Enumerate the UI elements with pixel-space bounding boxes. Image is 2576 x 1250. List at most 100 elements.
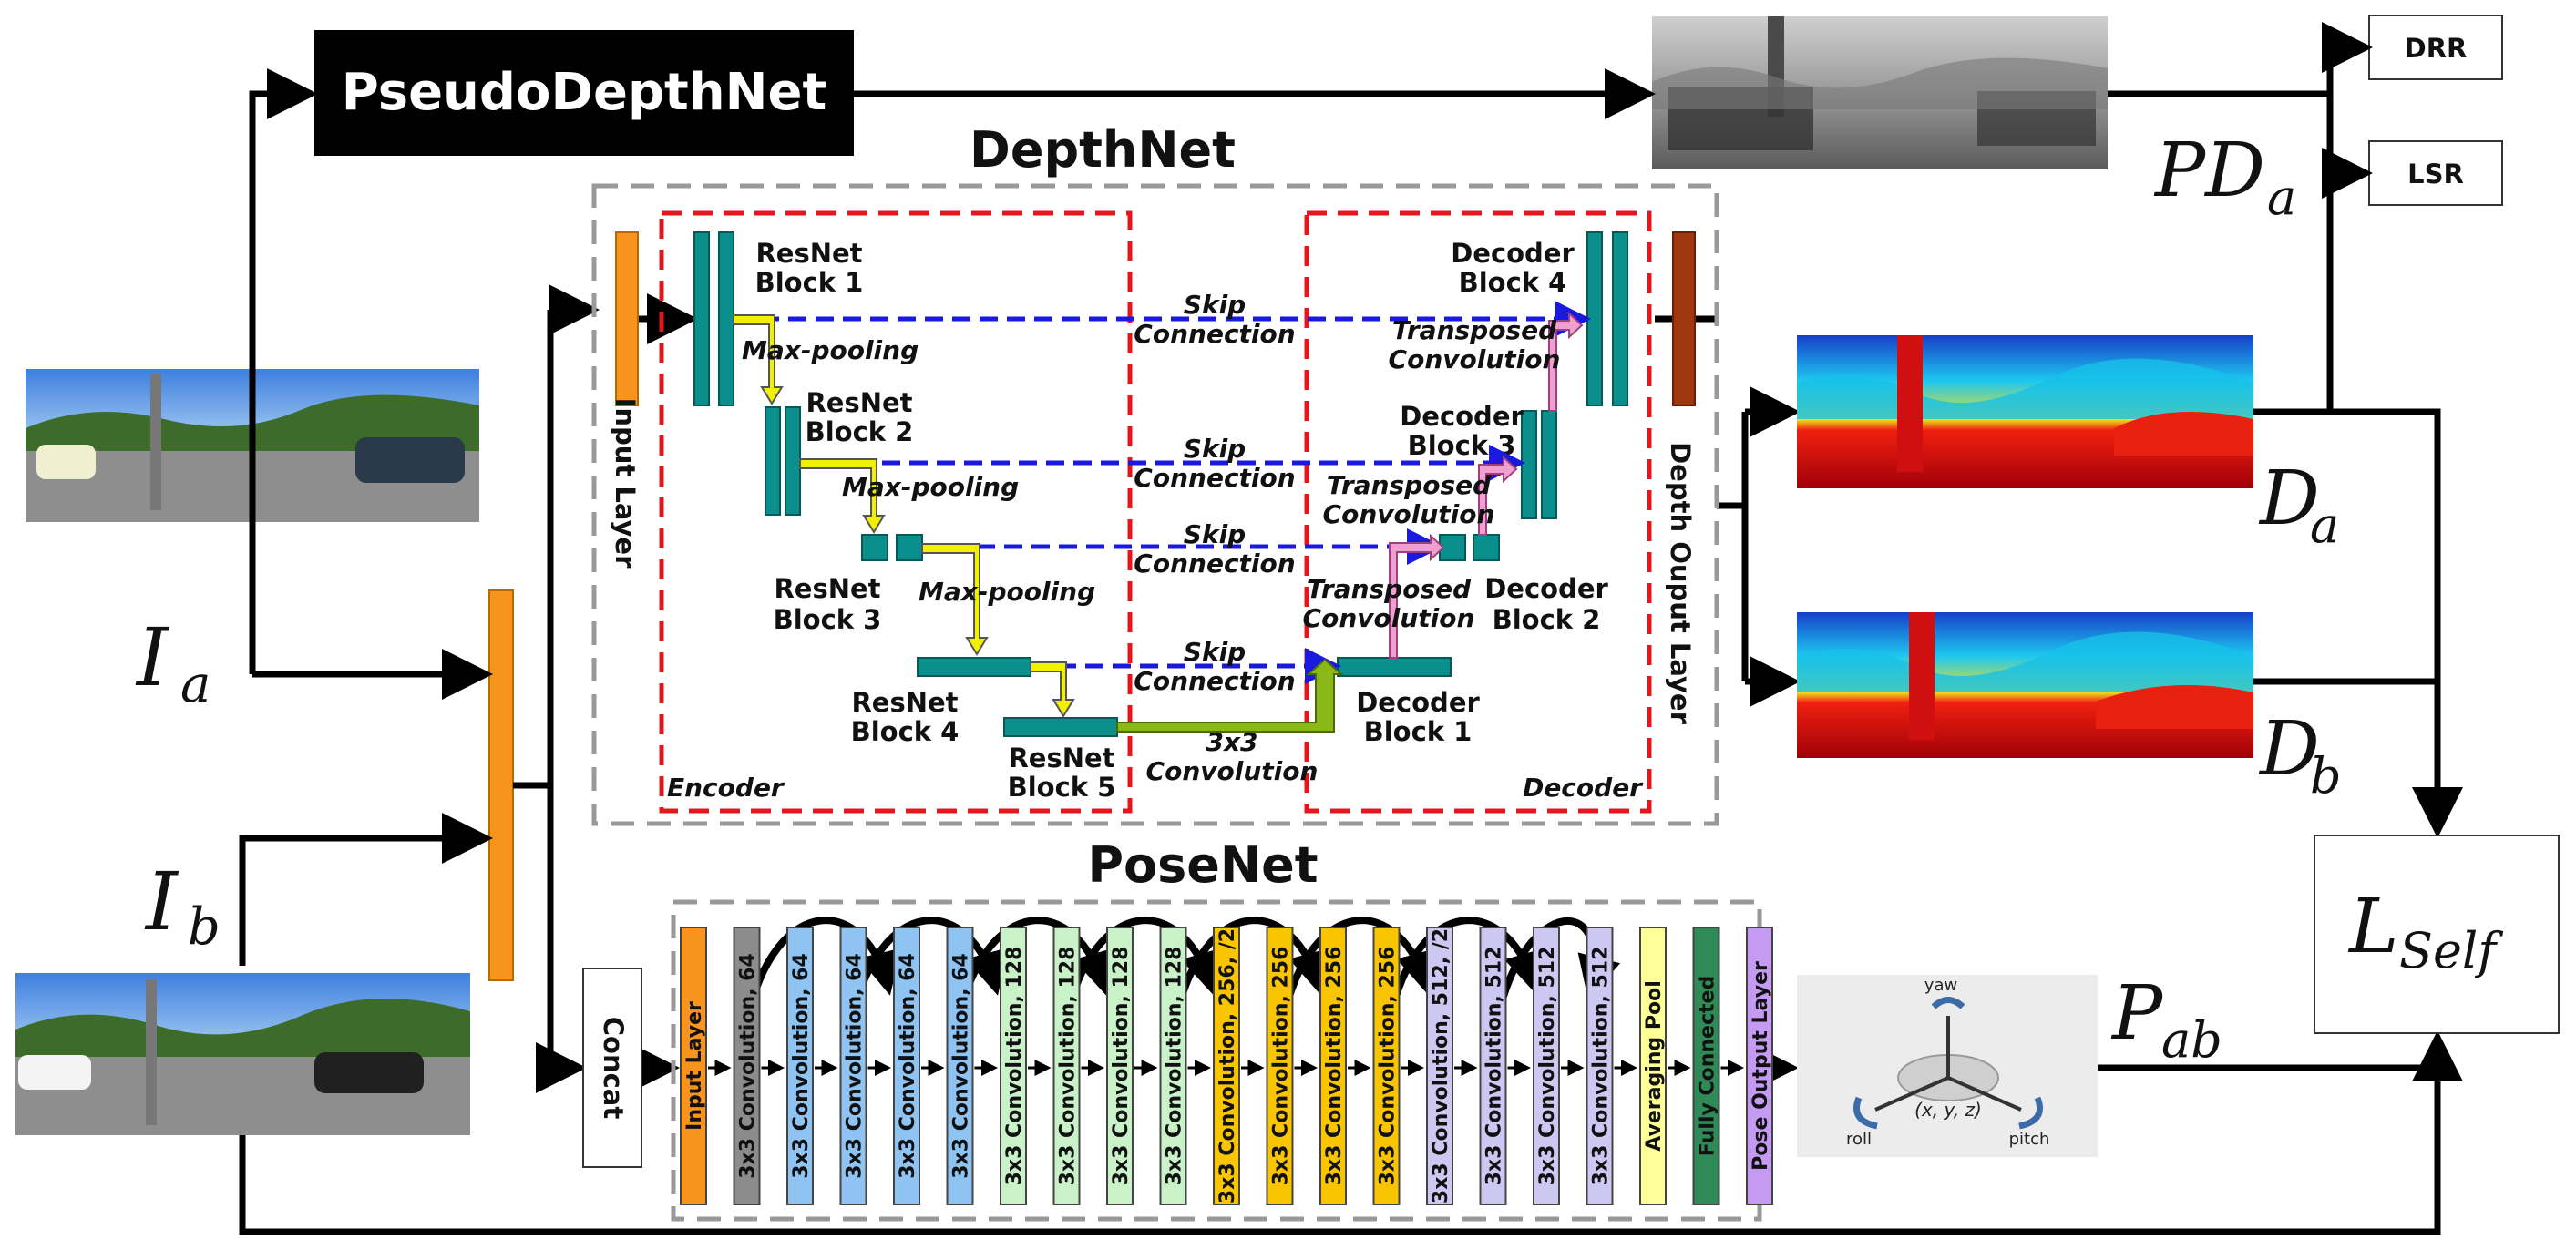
posenet-layer-label-1: Input Layer [683,1001,706,1131]
da-label: D a [2258,456,2339,554]
posenet-layer-label-16: 3x3 Convolution, 512 [1483,947,1506,1186]
posenet-layer-label-6: 3x3 Convolution, 64 [950,953,973,1179]
input-image-b [15,973,470,1135]
posenet-layer-label-10: 3x3 Convolution, 128 [1164,947,1186,1186]
svg-text:ResNet: ResNet [851,687,958,718]
posenet-layer-10 [1159,927,1187,1205]
pseudo-depth-net-label: PseudoDepthNet [342,63,827,122]
ib-label: I b [144,855,221,957]
lself-label: L Self [2347,884,2503,979]
svg-text:Decoder: Decoder [1451,238,1575,269]
lsr-box [2368,140,2503,206]
posenet-layer-label-13: 3x3 Convolution, 256 [1323,947,1346,1186]
posenet-layer-7 [1000,927,1027,1205]
pda-label: PD a [2153,128,2296,226]
svg-text:Block 5: Block 5 [1008,772,1116,803]
decoder-block-1-bar [1337,657,1452,677]
svg-text:Block 2: Block 2 [1493,604,1601,635]
conv3x3-arrow [1116,658,1344,733]
concat-box [582,968,642,1168]
svg-text:Block 3: Block 3 [774,604,882,635]
posenet-layer-label-19: Averaging Pool [1643,980,1666,1151]
posenet-layer-label-3: 3x3 Convolution, 64 [790,953,813,1179]
decoder-block-4-bar-b [1612,231,1628,406]
svg-text:Block 2: Block 2 [806,416,914,447]
roll-label: roll [1846,1130,1872,1149]
posenet-layers: Input Layer 3x3 Convolution, 64 3x3 Convol… [680,927,1773,1205]
posenet-title: PoseNet [1087,836,1318,894]
svg-text:Block 3: Block 3 [1408,430,1516,461]
posenet-layer-14 [1372,927,1401,1205]
posenet-layer-12 [1266,927,1294,1205]
pseudo-depth-net-box [314,30,854,156]
posenet-layer-label-18: 3x3 Convolution, 512 [1590,947,1613,1186]
yaw-label: yaw [1924,976,1957,995]
svg-text:Transposed: Transposed [1307,574,1472,604]
ia-label: I a [135,610,210,714]
drr-label: DRR [2405,33,2468,64]
posenet-layer-18 [1586,927,1614,1205]
resnet-block-3-bar-b [896,534,923,561]
lself-box [2314,835,2560,1034]
svg-text:L: L [2347,884,2398,970]
posenet-layer-label-5: 3x3 Convolution, 64 [897,953,919,1179]
posenet-layer-11 [1213,927,1240,1205]
posenet-layer-label-14: 3x3 Convolution, 256 [1377,947,1400,1186]
posenet-layer-label-21: Pose Output Layer [1750,961,1772,1171]
svg-text:Transposed: Transposed [1392,315,1557,345]
svg-text:Skip: Skip [1184,290,1246,320]
depth-output-layer-label: Depth Ouput Layer [1665,442,1696,724]
posenet-layer-21 [1746,927,1773,1205]
svg-text:Max-pooling: Max-pooling [842,472,1019,502]
svg-text:Decoder: Decoder [1484,573,1608,604]
svg-text:Block 1: Block 1 [1364,716,1473,747]
posenet-layer-1 [680,927,707,1205]
xyz-label: (x, y, z) [1914,1099,1982,1121]
conv3x3-label-line2: Convolution [1146,756,1319,786]
svg-text:Block 1: Block 1 [755,267,864,298]
svg-text:ab: ab [2161,1011,2222,1069]
depth-output-layer [1672,231,1696,406]
encoder-frame [659,210,1133,814]
posenet-layer-13 [1319,927,1347,1205]
decoder-labels: Decoder Block 4 Decoder Block 3 Decoder … [1356,238,1608,747]
posenet-layer-16 [1479,927,1507,1205]
svg-text:ResNet: ResNet [774,573,880,604]
depth-input-layer [615,231,639,406]
svg-text:ResNet: ResNet [806,387,912,418]
pitch-label: pitch [2009,1130,2050,1149]
svg-text:P: P [2110,970,2164,1057]
posenet-layer-label-9: 3x3 Convolution, 128 [1110,947,1133,1186]
resnet-block-1-bar-a [693,231,710,406]
svg-text:Convolution: Convolution [1323,499,1495,529]
svg-text:Decoder: Decoder [1356,687,1480,718]
svg-text:Connection: Connection [1134,319,1295,349]
posenet-layer-label-15: 3x3 Convolution, 512, /2 [1430,928,1452,1204]
depth-input-layer-label: Input Layer [610,398,641,569]
posenet-layer-19 [1639,927,1667,1205]
posenet-layer-label-12: 3x3 Convolution, 256 [1270,947,1293,1186]
conv3x3-label-line1: 3x3 [1206,727,1257,757]
svg-text:I: I [135,610,170,704]
db-label: D b [2258,706,2342,804]
posenet-layer-2 [733,927,761,1205]
pose-illustration: yaw roll pitch (x, y, z) [1797,975,2098,1157]
posenet-layer-label-4: 3x3 Convolution, 64 [844,953,867,1179]
posenet-layer-6 [946,927,974,1205]
svg-text:ResNet: ResNet [1008,743,1114,774]
resnet-block-1-bar-b [718,231,734,406]
resnet-labels: ResNet Block 1 ResNet Block 2 ResNet Blo… [755,238,1116,803]
depthnet-title: DepthNet [970,121,1236,179]
svg-text:D: D [2258,456,2320,542]
resnet-block-5-bar [1003,717,1118,737]
pseudo-depth-image [1652,16,2108,169]
depth-map-a [1797,335,2253,488]
svg-text:a: a [180,655,210,714]
resnet-blocks [693,231,1628,737]
skip-labels: Skip Connection Skip Connection Skip Con… [1134,290,1295,696]
resnet-block-2-bar-b [785,406,801,516]
drr-box [2368,15,2503,80]
posenet-layer-label-11: 3x3 Convolution, 256, /2 [1216,928,1239,1204]
decoder-frame [1304,210,1652,814]
